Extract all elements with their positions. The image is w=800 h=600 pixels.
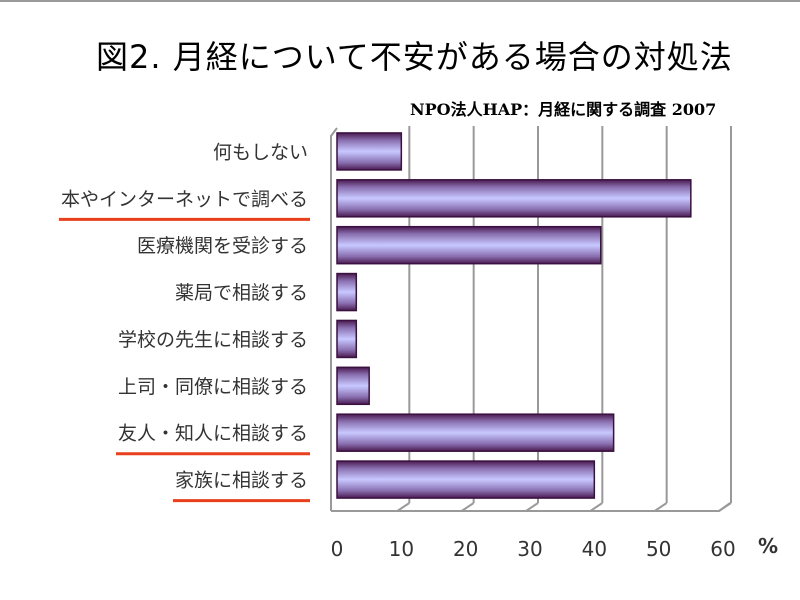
category-label: 何もしない bbox=[213, 141, 308, 163]
bar bbox=[336, 460, 596, 499]
category-label: 家族に相談する bbox=[175, 470, 308, 492]
left-wall bbox=[330, 127, 338, 511]
x-tick-label: 60 bbox=[710, 537, 735, 561]
bar bbox=[336, 319, 358, 359]
x-unit-label: % bbox=[758, 534, 778, 558]
chart-subtitle: NPO法人HAP：月経に関する調査 2007 bbox=[410, 100, 717, 119]
category-label: 薬局で相談する bbox=[175, 282, 308, 304]
gridline-floor bbox=[461, 502, 475, 512]
gridline-floor bbox=[525, 502, 539, 512]
gridline-floor bbox=[396, 502, 410, 512]
top-border bbox=[0, 0, 800, 2]
category-label: 本やインターネットで調べる bbox=[61, 188, 308, 210]
category-label: 上司・同僚に相談する bbox=[118, 376, 308, 398]
x-tick-label: 10 bbox=[389, 537, 414, 561]
category-label: 学校の先生に相談する bbox=[118, 329, 308, 351]
x-tick-label: 50 bbox=[646, 537, 671, 561]
category-label: 医療機関を受診する bbox=[137, 235, 308, 257]
bar bbox=[336, 366, 370, 406]
gridline-floor bbox=[589, 502, 603, 512]
bar bbox=[336, 225, 602, 265]
x-tick-label: 20 bbox=[453, 537, 478, 561]
x-tick-label: 30 bbox=[517, 537, 542, 561]
gridline-floor bbox=[718, 502, 732, 512]
chart-title: 図2. 月経について不安がある場合の対処法 bbox=[96, 38, 733, 76]
x-tick-label: 0 bbox=[331, 537, 344, 561]
x-tick-label: 40 bbox=[582, 537, 607, 561]
bar bbox=[336, 272, 358, 312]
gridline-floor bbox=[654, 502, 668, 512]
category-label: 友人・知人に相談する bbox=[118, 423, 308, 445]
bar bbox=[336, 413, 615, 452]
bar bbox=[336, 179, 692, 218]
bar bbox=[336, 132, 403, 171]
